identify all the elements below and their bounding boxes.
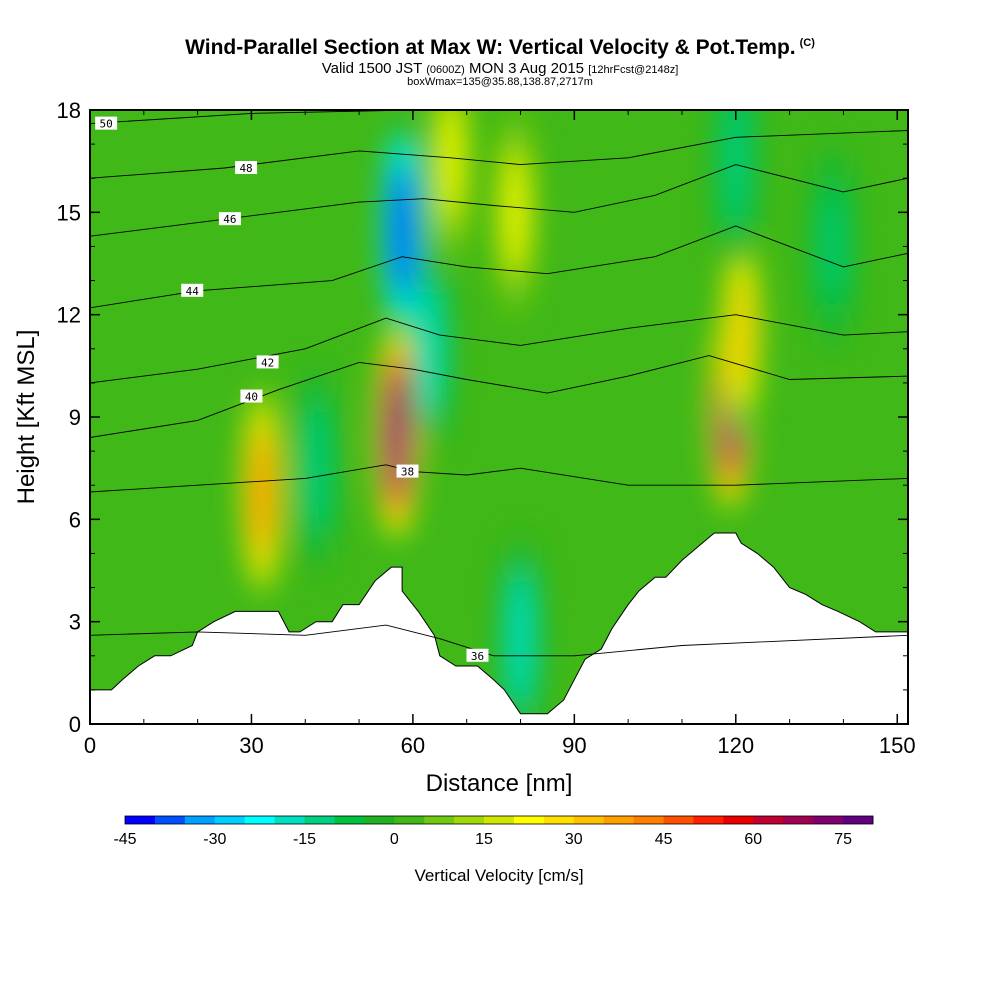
colorbar-swatch <box>125 816 156 824</box>
updraft-core-level <box>254 438 271 547</box>
isentrope-44 <box>90 225 908 309</box>
isentrope-42 <box>90 314 908 384</box>
chart-title-mark: (C) <box>799 37 815 49</box>
velocity-cores <box>240 110 855 724</box>
box-wmax-info: boxWmax=135@35.88,138.87,2717m <box>407 76 593 88</box>
isentrope-label-box <box>240 389 263 403</box>
isentrope-label: 42 <box>261 356 274 369</box>
isentrope-label-box <box>396 464 419 478</box>
colorbar-swatch <box>573 816 605 824</box>
x-axis-title: Distance [nm] <box>426 770 573 797</box>
isentrope-label-box <box>95 116 118 130</box>
colorbar-swatch <box>244 816 275 824</box>
colorbar-swatch <box>484 816 515 824</box>
colorbar-swatch <box>184 816 216 824</box>
chart-title-text: Wind-Parallel Section at Max W: Vertical… <box>185 36 796 59</box>
isentrope-46 <box>90 164 908 237</box>
colorbar-swatch <box>543 816 575 824</box>
colorbar-tick-label: 0 <box>390 831 399 848</box>
isentrope-label: 50 <box>100 118 113 131</box>
colorbar-swatch <box>424 816 455 824</box>
colorbar-swatch <box>274 816 305 824</box>
updraft-core-level <box>733 277 749 386</box>
downdraft-core-level <box>824 192 841 301</box>
colorbar-swatch <box>723 816 754 824</box>
updraft-core-level <box>507 158 523 267</box>
terrain-profile <box>89 532 909 725</box>
y-tick-label: 12 <box>57 303 81 328</box>
isentrope-label: 40 <box>245 391 258 404</box>
colorbar-swatch <box>813 816 844 824</box>
colorbar-frame <box>124 815 874 825</box>
colorbar-title: Vertical Velocity [cm/s] <box>414 866 583 885</box>
isentrope-label-box <box>256 355 279 369</box>
colorbar-swatch <box>454 816 485 824</box>
isentrope-label: 48 <box>239 162 252 175</box>
x-tick-label: 30 <box>239 733 263 758</box>
isentrope-label-box <box>466 648 489 662</box>
isentrope-label-box <box>181 283 204 297</box>
valid-date: MON 3 Aug 2015 <box>468 60 585 77</box>
colorbar-swatch <box>394 816 425 824</box>
x-tick-label: 0 <box>84 733 96 758</box>
colorbar-swatch <box>364 816 395 824</box>
x-tick-label: 120 <box>717 733 754 758</box>
x-tick-label: 60 <box>401 733 425 758</box>
downdraft-core-level <box>421 294 437 403</box>
isentrope-36 <box>90 624 908 657</box>
colorbar-swatch <box>753 816 784 824</box>
updraft-core-level <box>442 110 459 216</box>
colorbar: -45 -30 -15 0 15 30 45 60 75 <box>113 815 874 848</box>
downdraft-core-level <box>512 584 529 693</box>
colorbar-swatch <box>603 816 635 824</box>
colorbar-swatch <box>633 816 664 824</box>
chart-title: Wind-Parallel Section at Max W: Vertical… <box>0 36 1000 60</box>
colorbar-swatch <box>304 816 335 824</box>
isentrope-label: 38 <box>401 466 414 479</box>
terrain-mask <box>89 532 909 725</box>
valid-time-utc: (0600Z) <box>426 64 465 76</box>
colorbar-swatch <box>513 816 545 824</box>
isentrope-label: 36 <box>471 650 484 663</box>
colorbar-tick-label: 30 <box>565 831 583 848</box>
isentrope-label: 44 <box>186 285 200 298</box>
chart-subtitle: Valid 1500 JST (0600Z) MON 3 Aug 2015 [1… <box>0 60 1000 77</box>
x-tick-label: 90 <box>562 733 586 758</box>
downdraft-core-level <box>394 175 410 284</box>
colorbar-swatch <box>214 816 246 824</box>
colorbar-swatch <box>334 816 365 824</box>
isentrope-label-box <box>235 160 258 174</box>
valid-time: Valid 1500 JST <box>321 60 423 77</box>
colorbar-swatch <box>783 816 814 824</box>
isentrope-label-box <box>218 212 241 226</box>
colorbar-swatch <box>154 816 186 824</box>
colorbar-swatch <box>693 816 724 824</box>
y-tick-label: 18 <box>57 98 81 123</box>
colorbar-tick-label: 60 <box>744 831 762 848</box>
colorbar-tick-label: -30 <box>203 831 226 848</box>
updraft-core-level <box>388 380 405 489</box>
downdraft-core-level <box>727 110 744 216</box>
y-tick-label: 3 <box>69 610 81 635</box>
isentrope-38 <box>90 464 908 493</box>
isentrope-label: 46 <box>223 213 236 226</box>
colorbar-tick-label: 45 <box>655 831 673 848</box>
forecast-info: [12hrFcst@2148z] <box>588 64 679 76</box>
colorbar-tick-label: 15 <box>475 831 493 848</box>
y-tick-label: 15 <box>57 200 81 225</box>
colorbar-swatch <box>843 816 874 824</box>
x-tick-label: 150 <box>879 733 916 758</box>
colorbar-tick-label: 75 <box>834 831 852 848</box>
colorbar-tick-label: -15 <box>293 831 316 848</box>
colorbar-tick-label: -45 <box>113 831 136 848</box>
downdraft-core-level <box>308 414 324 523</box>
y-tick-label: 6 <box>69 507 81 532</box>
y-tick-label: 9 <box>69 405 81 430</box>
colorbar-swatch <box>663 816 694 824</box>
y-tick-label: 0 <box>69 712 81 737</box>
y-axis-title: Height [Kft MSL] <box>13 330 40 505</box>
